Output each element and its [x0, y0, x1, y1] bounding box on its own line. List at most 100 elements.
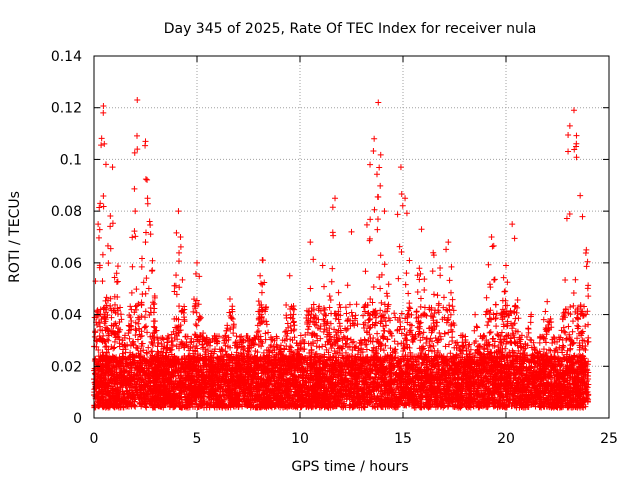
data-point: [383, 290, 390, 297]
data-point: [346, 301, 353, 308]
data-point: [572, 276, 579, 283]
data-point: [509, 325, 516, 332]
data-point: [585, 293, 592, 300]
data-point: [449, 296, 456, 303]
data-point: [342, 349, 349, 356]
data-point: [566, 331, 573, 338]
data-point: [108, 314, 115, 321]
data-point: [129, 263, 136, 270]
data-point: [96, 204, 103, 211]
data-point: [133, 286, 140, 293]
data-point: [317, 323, 324, 330]
data-point: [149, 257, 156, 264]
data-point: [352, 312, 359, 319]
data-point: [288, 327, 295, 334]
data-point: [434, 292, 441, 299]
data-point: [487, 307, 494, 314]
data-point: [326, 293, 333, 300]
data-point: [367, 216, 374, 223]
data-point: [324, 318, 331, 325]
data-point: [523, 334, 530, 341]
data-point: [398, 249, 405, 256]
data-point: [257, 272, 264, 279]
data-point: [151, 324, 158, 331]
data-point: [327, 296, 334, 303]
data-point: [128, 289, 135, 296]
data-point: [283, 315, 290, 322]
data-point: [265, 329, 272, 336]
data-point: [110, 345, 117, 352]
data-point: [273, 335, 280, 342]
data-point: [449, 338, 456, 345]
data-point: [490, 311, 497, 318]
data-point: [237, 350, 244, 357]
data-point: [328, 345, 335, 352]
data-point: [559, 342, 566, 349]
data-point: [196, 338, 203, 345]
data-point: [432, 334, 439, 341]
data-point: [126, 335, 133, 342]
data-point: [459, 334, 466, 341]
data-point: [546, 346, 553, 353]
data-point: [419, 346, 426, 353]
data-point: [565, 131, 572, 138]
data-point: [373, 171, 380, 178]
data-point: [445, 329, 452, 336]
data-point: [287, 314, 294, 321]
data-point: [471, 327, 478, 334]
data-point: [487, 328, 494, 335]
data-point: [573, 154, 580, 161]
data-point: [193, 322, 200, 329]
data-point: [416, 354, 423, 361]
data-point: [342, 304, 349, 311]
data-point: [377, 313, 384, 320]
data-point: [132, 233, 139, 240]
data-point: [155, 339, 162, 346]
data-point: [359, 339, 366, 346]
data-point: [493, 323, 500, 330]
data-point: [310, 301, 317, 308]
data-point: [569, 318, 576, 325]
data-point: [370, 378, 377, 385]
data-point: [569, 328, 576, 335]
data-point: [141, 324, 148, 331]
data-point: [542, 339, 549, 346]
data-point: [417, 303, 424, 310]
data-point: [138, 313, 145, 320]
data-point: [260, 376, 267, 383]
data-point: [380, 347, 387, 354]
data-point: [336, 301, 343, 308]
data-point: [430, 343, 437, 350]
data-point: [583, 263, 590, 270]
data-point: [467, 346, 474, 353]
data-point: [363, 341, 370, 348]
data-point: [154, 334, 161, 341]
data-point: [326, 304, 333, 311]
data-point: [584, 308, 591, 315]
data-point: [398, 191, 405, 198]
data-point: [99, 251, 106, 258]
data-point: [377, 285, 384, 292]
data-point: [440, 294, 447, 301]
data-point: [262, 336, 269, 343]
data-point: [486, 281, 493, 288]
data-point: [353, 301, 360, 308]
data-point: [229, 306, 236, 313]
data-point: [483, 308, 490, 315]
data-point: [396, 243, 403, 250]
data-point: [102, 344, 109, 351]
data-point: [463, 347, 470, 354]
data-point: [254, 329, 261, 336]
data-point: [193, 342, 200, 349]
data-point: [190, 308, 197, 315]
data-point: [329, 340, 336, 347]
data-point: [474, 324, 481, 331]
data-point: [128, 318, 135, 325]
data-point: [257, 280, 264, 287]
data-point: [111, 274, 118, 281]
data-point: [92, 278, 99, 285]
data-point: [150, 323, 157, 330]
data-point: [142, 229, 149, 236]
data-point: [104, 242, 111, 249]
